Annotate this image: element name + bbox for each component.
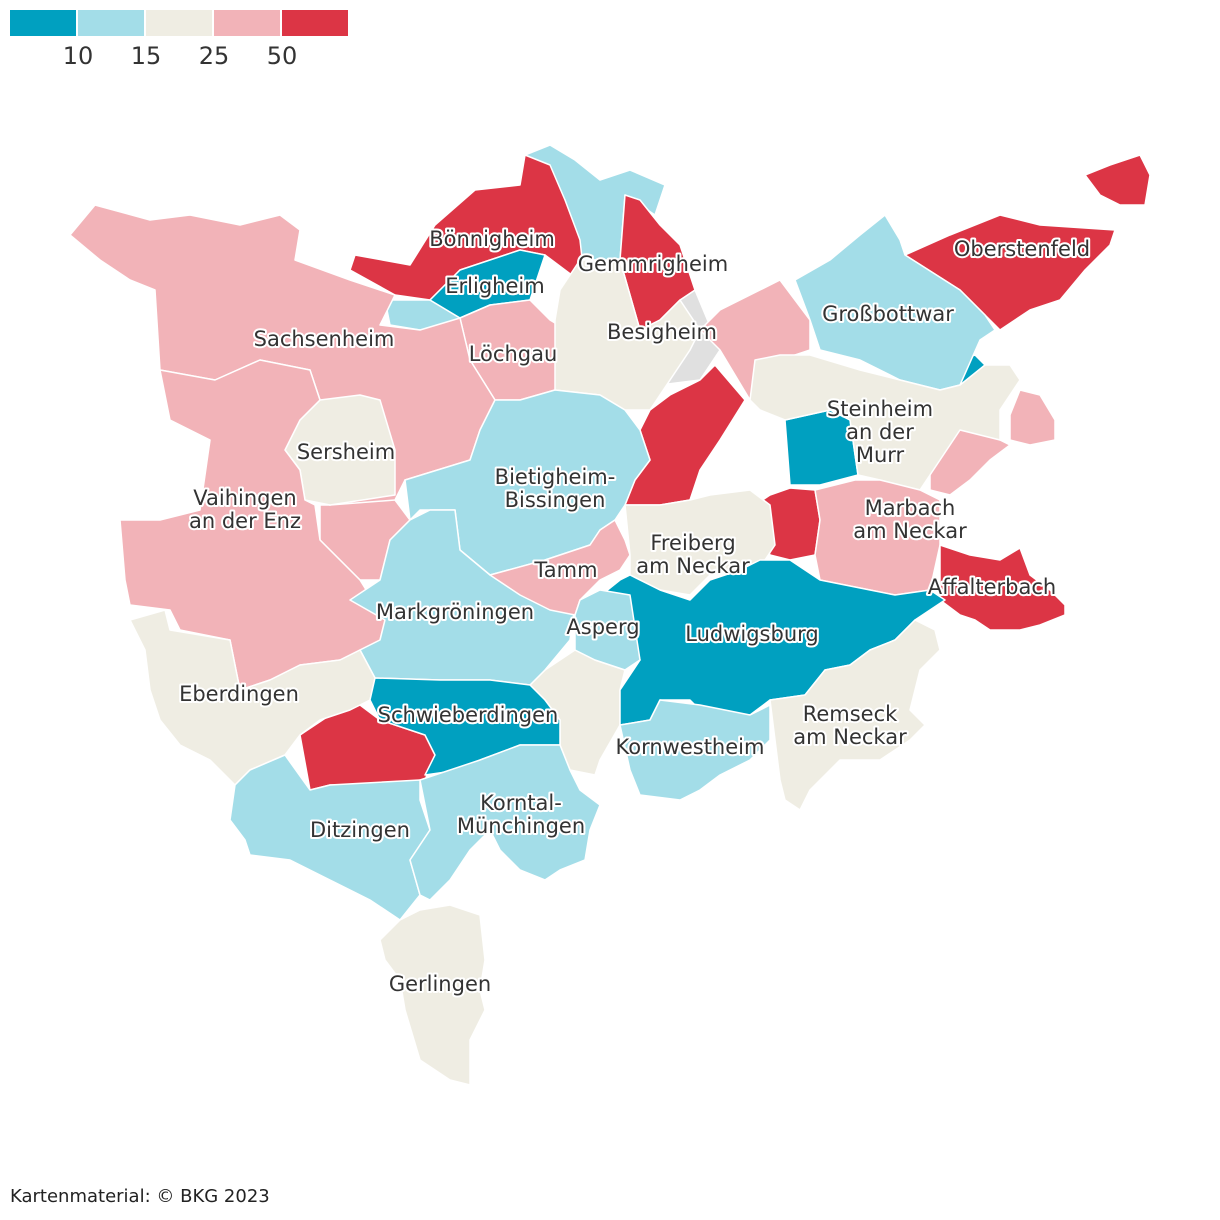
legend-swatch [214, 10, 280, 36]
region-label: Freiberg [650, 531, 735, 555]
region-label: Kornwestheim [616, 735, 765, 759]
region-label: Oberstenfeld [954, 237, 1090, 261]
region-label: Steinheim [827, 397, 933, 421]
region-label: an der [846, 420, 914, 444]
credit: Kartenmaterial: © BKG 2023 [10, 1186, 270, 1207]
region-label: Murr [856, 443, 905, 467]
region-label: Schwieberdingen [378, 703, 559, 727]
regions [69, 144, 1151, 1086]
region-label: Marbach [865, 496, 956, 520]
region-label: am Neckar [853, 519, 967, 543]
region-label: Sersheim [297, 440, 395, 464]
region-label: Gemmrigheim [578, 252, 728, 276]
legend-tick: 15 [131, 42, 162, 70]
region-label: Bissingen [505, 488, 606, 512]
region [1009, 389, 1056, 446]
region [619, 699, 771, 801]
region [794, 214, 996, 391]
region-label: Großbottwar [822, 302, 954, 326]
region [699, 279, 811, 401]
region-label: am Neckar [636, 554, 750, 578]
region [409, 744, 601, 901]
region-label: Asperg [566, 615, 639, 639]
region-label: Affalterbach [928, 575, 1056, 599]
legend-swatch [282, 10, 348, 36]
region-label: am Neckar [793, 725, 907, 749]
legend-swatch [146, 10, 212, 36]
region [749, 354, 1021, 491]
region-label: Ludwigsburg [685, 622, 819, 646]
legend-tick: 25 [199, 42, 230, 70]
region-label: Vaihingen [193, 486, 296, 510]
region-label: Bietigheim- [495, 465, 616, 489]
legend-tick: 50 [267, 42, 298, 70]
region [379, 904, 486, 1086]
legend-swatch [78, 10, 144, 36]
region-label: Gerlingen [389, 972, 491, 996]
region-label: Erligheim [445, 274, 544, 298]
region-label: Bönnigheim [429, 227, 555, 251]
region-label: Tamm [533, 558, 597, 582]
region-label: Besigheim [607, 320, 717, 344]
region-label: Löchgau [469, 342, 558, 366]
region [939, 544, 1066, 631]
region [769, 619, 941, 811]
region-label: an der Enz [189, 509, 301, 533]
region [129, 609, 376, 786]
labels: Bönnigheim Erligheim Gemmrigheim Oberstenfe… [177, 225, 1092, 998]
region-label: Münchingen [457, 814, 585, 838]
region [1084, 154, 1151, 206]
legend: 10 15 25 50 [10, 10, 348, 70]
region-label: Markgröningen [376, 600, 534, 624]
region [574, 589, 641, 671]
region-label: Sachsenheim [254, 327, 395, 351]
region-label: Korntal- [480, 791, 562, 815]
region-label: Ditzingen [310, 818, 410, 842]
legend-swatch [10, 10, 76, 36]
legend-tick: 10 [63, 42, 94, 70]
region-label: Remseck [803, 702, 898, 726]
region-label: Eberdingen [179, 682, 299, 706]
region [489, 519, 631, 616]
